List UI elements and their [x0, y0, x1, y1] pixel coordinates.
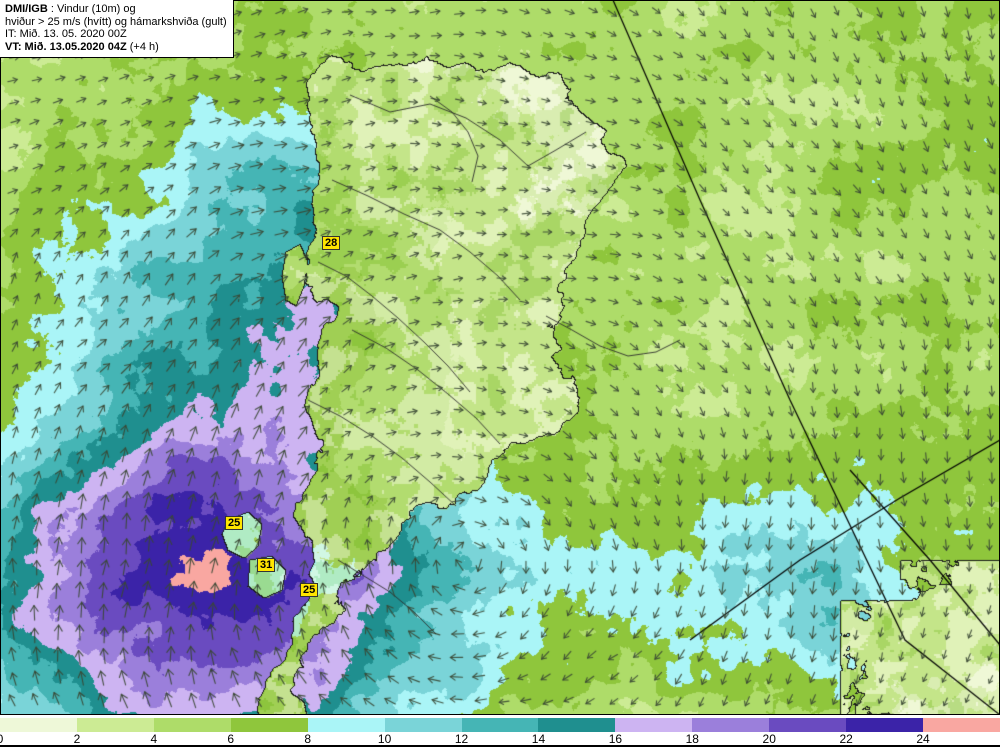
max-gust-label: 25	[225, 516, 244, 530]
valid-time-offset: (+4 h)	[126, 40, 159, 53]
colorbar-band-14-16	[538, 718, 616, 732]
colorbar-tick-labels: 024681012141618202224	[0, 732, 1000, 747]
chart-info-box: DMI/IGB : Vindur (10m) og hviður > 25 m/…	[0, 0, 234, 58]
colorbar-band-2-4	[76, 718, 154, 732]
model-name: DMI/IGB	[5, 3, 48, 15]
colorbar-baseline	[0, 745, 1000, 747]
colorbar-tick-2: 2	[73, 732, 81, 746]
colorbar-tick-8: 8	[304, 732, 312, 746]
max-gust-label: 25	[300, 583, 319, 597]
colorbar-tick-14: 14	[531, 732, 546, 746]
colorbar-tick-10: 10	[377, 732, 392, 746]
colorbar-tick-16: 16	[608, 732, 623, 746]
colorbar-band-22-24	[846, 718, 924, 732]
colorbar-band-20-22	[769, 718, 847, 732]
colorbar-band-18-20	[692, 718, 770, 732]
info-line-gust-desc: hviður > 25 m/s (hvítt) og hámarkshviða …	[5, 15, 227, 28]
colorbar-tick-24: 24	[916, 732, 930, 746]
colorbar-tick-6: 6	[227, 732, 235, 746]
colorbar-band-10-12	[384, 718, 462, 732]
colorbar-strip	[0, 718, 1000, 732]
colorbar-band-0-2	[0, 718, 77, 732]
colorbar-tick-22: 22	[839, 732, 853, 746]
info-line1-rest: : Vindur (10m) og	[47, 3, 136, 15]
max-gust-label: 31	[257, 558, 276, 572]
wind-speed-contour-layer	[0, 0, 1000, 715]
weather-map[interactable]	[0, 0, 1000, 715]
max-gust-label: 28	[322, 236, 341, 250]
info-line-valid-time: VT: Mið. 13.05.2020 04Z (+4 h)	[5, 41, 227, 54]
info-line-model: DMI/IGB : Vindur (10m) og	[5, 3, 227, 16]
colorbar-band-12-14	[461, 718, 539, 732]
colorbar-tick-18: 18	[685, 732, 699, 746]
colorbar-tick-0: 0	[0, 732, 3, 746]
colorbar-tick-20: 20	[762, 732, 776, 746]
valid-time-value: VT: Mið. 13.05.2020 04Z	[5, 40, 127, 53]
colorbar-band-16-18	[615, 718, 693, 732]
colorbar-band-4-6	[153, 718, 231, 732]
colorbar-tick-4: 4	[150, 732, 158, 746]
colorbar-band-6-8	[230, 718, 308, 732]
info-line-init-time: IT: Mið. 13. 05. 2020 00Z	[5, 28, 127, 40]
colorbar-tick-12: 12	[454, 732, 469, 746]
colorbar: 024681012141618202224	[0, 715, 1000, 747]
colorbar-band-24-26	[923, 718, 1000, 732]
colorbar-band-8-10	[307, 718, 385, 732]
